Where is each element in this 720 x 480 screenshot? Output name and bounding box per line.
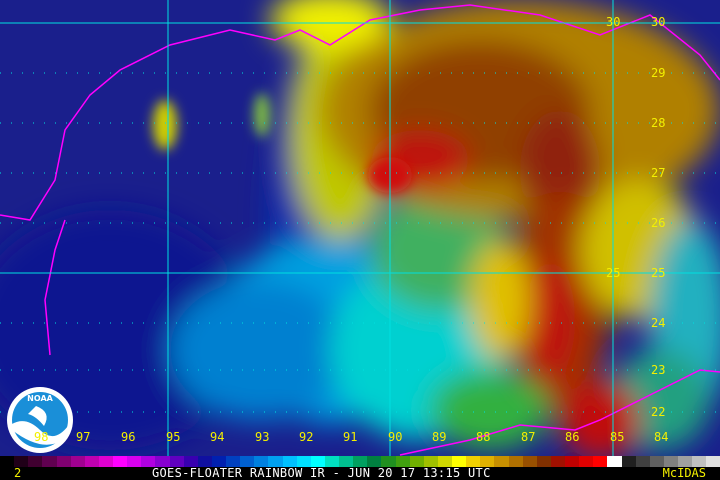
colorbar-swatch [593,456,608,467]
colorbar-swatch [678,456,693,467]
colorbar-swatch [381,456,396,467]
colorbar-swatch [536,456,551,467]
lat-label: 26 [651,216,666,230]
lon-label: 90 [388,430,403,444]
lon-label: 86 [565,430,580,444]
lon-label: 89 [432,430,447,444]
lon-label: 92 [299,430,314,444]
colorbar-swatch [621,456,636,467]
lat-label: 22 [651,405,666,419]
colorbar-swatch [296,456,311,467]
coastline [0,4,720,456]
lat-label: 28 [651,116,666,130]
lon-label: 98 [34,430,49,444]
colorbar-swatch [127,456,142,467]
colorbar-swatch [141,456,156,467]
frame-number: 2 [14,466,22,480]
colorbar-swatch [282,456,297,467]
colorbar-swatch [169,456,184,467]
colorbar-swatch [56,456,71,467]
lat-label: 24 [651,316,666,330]
colorbar-swatch [565,456,580,467]
colorbar-swatch [70,456,85,467]
colorbar-swatch [28,456,43,467]
lon-label: 85 [610,430,625,444]
gridlines [0,0,720,456]
colorbar-swatch [522,456,537,467]
colorbar-swatch [155,456,170,467]
colorbar-swatch [663,456,678,467]
colorbar-swatch [98,456,113,467]
svg-text:NOAA: NOAA [27,394,53,403]
colorbar-swatch [635,456,650,467]
colorbar-swatch [395,456,410,467]
lon-label: 91 [343,430,358,444]
colorbar-swatch [480,456,495,467]
colorbar-swatch [494,456,509,467]
colorbar-swatch [113,456,128,467]
colorbar-swatch [254,456,269,467]
lat-label: 27 [651,166,666,180]
colorbar-swatch [42,456,57,467]
colorbar-swatch [550,456,565,467]
colorbar-swatch [211,456,226,467]
lon-label: 95 [166,430,181,444]
noaa-logo: NOAA [7,387,73,453]
lon-label: 87 [521,430,536,444]
lat-label-left: 25 [606,266,621,280]
colorbar-swatch [692,456,707,467]
temperature-colorbar [0,456,720,467]
lon-label: 84 [654,430,669,444]
colorbar-swatch [339,456,354,467]
colorbar-swatch [466,456,481,467]
colorbar-swatch [197,456,212,467]
colorbar-swatch [310,456,325,467]
colorbar-swatch [226,456,241,467]
colorbar-swatch [353,456,368,467]
colorbar-swatch [423,456,438,467]
lat-label: 29 [651,66,666,80]
brand-label: McIDAS [662,466,706,480]
colorbar-swatch [409,456,424,467]
colorbar-swatch [84,456,99,467]
colorbar-swatch [452,456,467,467]
lat-label: 30 [651,15,666,29]
colorbar-swatch [579,456,594,467]
colorbar-swatch [324,456,339,467]
colorbar-swatch [607,456,622,467]
lat-label-left: 30 [606,15,621,29]
lat-label: 23 [651,363,666,377]
colorbar-swatch [183,456,198,467]
colorbar-swatch [367,456,382,467]
colorbar-swatch [649,456,664,467]
colorbar-swatch [0,456,15,467]
lon-label: 96 [121,430,136,444]
lat-label: 25 [651,266,666,280]
lon-label: 97 [76,430,91,444]
footer-bar: 2 GOES-FLOATER RAINBOW IR - JUN 20 17 13… [0,467,720,480]
colorbar-swatch [240,456,255,467]
satellite-image [0,0,720,456]
colorbar-swatch [706,456,720,467]
colorbar-swatch [508,456,523,467]
colorbar-swatch [437,456,452,467]
lon-label: 88 [476,430,491,444]
colorbar-swatch [14,456,29,467]
colorbar-swatch [268,456,283,467]
lon-label: 93 [255,430,270,444]
image-title: GOES-FLOATER RAINBOW IR - JUN 20 17 13:1… [152,466,491,480]
cloud-field [0,0,720,456]
lon-label: 94 [210,430,225,444]
